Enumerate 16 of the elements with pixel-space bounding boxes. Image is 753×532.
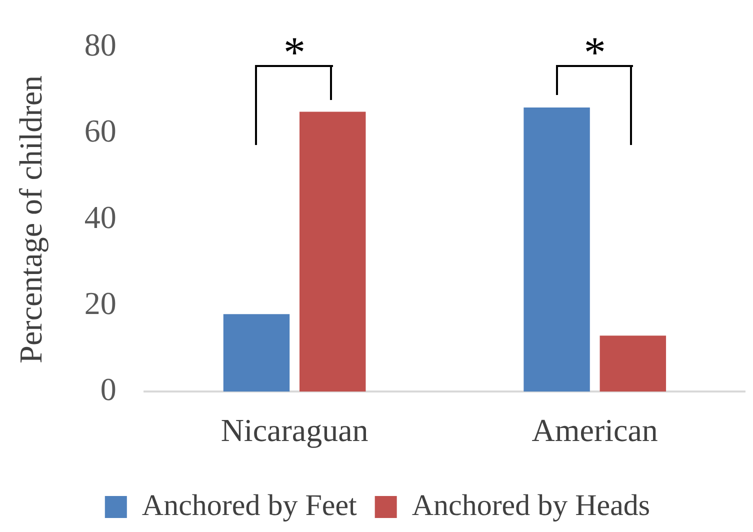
y-tick-label: 40 bbox=[84, 198, 116, 235]
x-tick-label: Nicaraguan bbox=[220, 412, 368, 448]
legend-label: Anchored by Feet bbox=[142, 488, 358, 522]
annotation: * bbox=[584, 27, 606, 78]
x-tick-label: American bbox=[532, 412, 658, 448]
y-tick-label: 60 bbox=[84, 112, 116, 149]
y-axis-title: Percentage of children bbox=[12, 75, 49, 364]
bar bbox=[223, 314, 290, 392]
bar bbox=[600, 336, 666, 392]
legend-label: Anchored by Heads bbox=[412, 488, 650, 522]
y-tick-label: 0 bbox=[100, 371, 116, 408]
bar bbox=[524, 107, 590, 392]
annotation: * bbox=[284, 27, 306, 78]
y-tick-label: 80 bbox=[84, 26, 116, 63]
y-tick-label: 20 bbox=[84, 284, 116, 321]
bar bbox=[300, 112, 366, 392]
